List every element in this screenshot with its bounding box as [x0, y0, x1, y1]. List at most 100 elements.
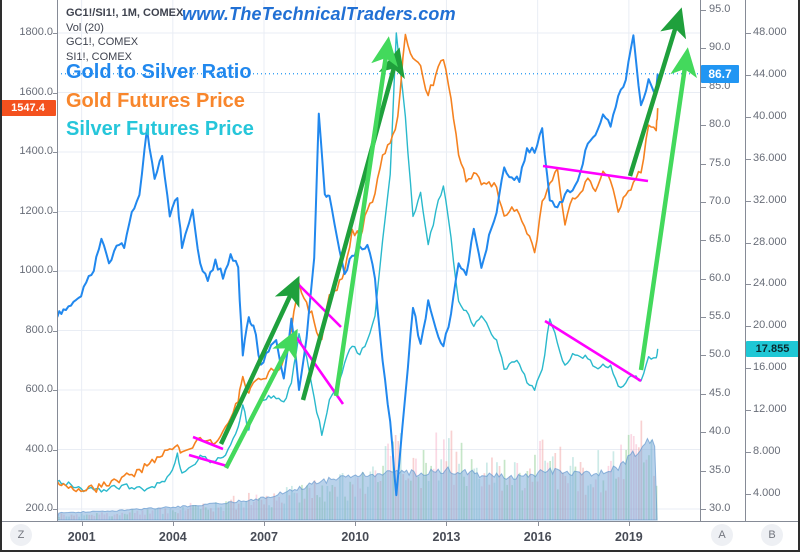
silver-axis-tick — [746, 158, 751, 160]
site-watermark: www.TheTechnicalTraders.com — [182, 4, 456, 24]
gold-axis-tick-label: 200.0 — [25, 502, 53, 514]
silver-axis-tick — [746, 494, 751, 495]
ratio-axis-tick-label: 35.0 — [709, 463, 731, 476]
ratio-axis-tick — [701, 240, 706, 242]
year-tick — [355, 522, 357, 526]
ratio-axis-tick-label: 60.0 — [709, 271, 731, 284]
silver-axis-tick-label: 28.000 — [753, 235, 787, 248]
year-tick — [264, 522, 266, 526]
silver-axis-tick — [746, 284, 751, 286]
ratio-axis-tick — [701, 163, 706, 165]
left-scale-z-button[interactable]: Z — [10, 524, 32, 546]
gold-axis-tick-label: 1000.0 — [19, 264, 53, 276]
silver-last-price-badge: 17.855 — [746, 340, 799, 357]
gold-axis-tick — [53, 330, 57, 332]
gold-axis-tick-label: 1400.0 — [19, 145, 53, 157]
right-scale-a-button[interactable]: A — [711, 524, 733, 546]
year-tick-label: 2019 — [614, 530, 643, 544]
ratio-axis-tick — [701, 470, 706, 472]
ratio-axis-tick-label: 30.0 — [709, 502, 731, 514]
ratio-axis-tick — [701, 355, 706, 357]
gold-axis-tick-label: 600.0 — [25, 383, 53, 395]
ratio-last-price-badge: 86.7 — [701, 64, 739, 83]
silver-axis-tick-label: 16.000 — [753, 361, 787, 374]
silver-axis-tick-label: 32.000 — [753, 193, 787, 206]
gold-axis-tick — [53, 211, 57, 213]
silver-axis-tick — [746, 33, 751, 34]
ratio-axis-tick — [701, 10, 706, 11]
volume-indicator-label[interactable]: Vol (20) — [66, 21, 104, 34]
ratio-axis-tick-label: 90.0 — [709, 41, 731, 54]
time-axis[interactable]: 2001 2004 2007 2010 2013 2016 2019 — [0, 521, 800, 552]
silver-axis-tick — [746, 368, 751, 370]
gold-price-axis[interactable] — [0, 0, 58, 521]
gold-axis-tick-label: 400.0 — [25, 442, 53, 455]
legend-gold-silver-ratio: Gold to Silver Ratio — [66, 61, 252, 83]
gold-axis-tick — [53, 449, 57, 451]
silver-axis-tick — [746, 242, 751, 244]
silver-axis-tick-label: 8.000 — [753, 445, 781, 458]
gold-axis-tick — [53, 509, 57, 510]
gold-last-price-badge: 1547.4 — [0, 100, 56, 117]
gold-axis-tick — [53, 271, 57, 272]
ratio-axis-tick — [701, 86, 706, 88]
ratio-axis-tick — [701, 48, 706, 50]
gold-axis-tick — [53, 152, 57, 153]
symbol-title[interactable]: GC1!/SI1!, 1M, COMEX — [66, 7, 184, 19]
gold-axis-tick-label: 800.0 — [25, 323, 53, 336]
ratio-axis-tick — [701, 317, 706, 319]
ratio-axis-tick-label: 55.0 — [709, 310, 731, 323]
ratio-axis-tick — [701, 278, 706, 280]
gold-axis-tick — [53, 390, 57, 391]
silver-price-axis[interactable] — [745, 0, 800, 521]
ratio-axis-tick-label: 75.0 — [709, 156, 731, 169]
gold-axis-tick — [53, 92, 57, 94]
ratio-axis-tick-label: 65.0 — [709, 233, 731, 246]
legend-gold-futures: Gold Futures Price — [66, 90, 245, 112]
silver-axis-tick — [746, 410, 751, 412]
ratio-axis-tick — [701, 201, 706, 203]
silver-axis-tick-label: 40.000 — [753, 109, 787, 122]
silver-axis-tick-label: 20.000 — [753, 319, 787, 332]
ratio-axis-tick-label: 95.0 — [709, 3, 731, 15]
year-tick-label: 2013 — [432, 530, 461, 544]
ratio-axis-tick — [701, 509, 706, 510]
year-tick-label: 2001 — [67, 530, 96, 544]
silver-axis-tick-label: 36.000 — [753, 151, 787, 164]
ratio-price-axis[interactable] — [700, 0, 746, 521]
ratio-axis-tick-label: 50.0 — [709, 348, 731, 361]
silver-symbol-label[interactable]: SI1!, COMEX — [66, 50, 133, 63]
ratio-axis-tick — [701, 125, 706, 127]
silver-axis-tick-label: 12.000 — [753, 403, 787, 416]
ratio-axis-tick-label: 45.0 — [709, 386, 731, 399]
year-tick-label: 2016 — [523, 530, 552, 544]
silver-axis-tick-label: 4.000 — [753, 487, 781, 499]
ratio-axis-tick — [701, 393, 706, 395]
silver-axis-tick — [746, 74, 751, 76]
year-tick — [172, 522, 174, 526]
legend-silver-futures: Silver Futures Price — [66, 118, 254, 140]
ratio-axis-tick-label: 80.0 — [709, 118, 731, 131]
ratio-axis-tick — [701, 432, 706, 434]
silver-axis-tick — [746, 200, 751, 202]
gold-axis-tick-label: 1200.0 — [19, 204, 53, 217]
silver-axis-tick — [746, 452, 751, 454]
silver-axis-tick-label: 48.000 — [753, 26, 787, 38]
year-tick — [81, 522, 83, 526]
ratio-axis-tick-label: 85.0 — [709, 79, 731, 92]
year-tick — [537, 522, 539, 526]
ratio-axis-tick-label: 70.0 — [709, 194, 731, 207]
gold-axis-tick-label: 1800.0 — [19, 26, 53, 38]
gold-axis-tick — [53, 33, 57, 34]
year-tick-label: 2007 — [250, 530, 278, 544]
silver-axis-tick-label: 44.000 — [753, 67, 787, 80]
silver-axis-tick — [746, 116, 751, 118]
gold-axis-tick-label: 1600.0 — [19, 85, 53, 98]
year-tick-label: 2004 — [158, 530, 187, 544]
gold-symbol-label[interactable]: GC1!, COMEX — [66, 36, 139, 48]
right-scale-b-button[interactable]: B — [761, 524, 783, 546]
silver-axis-tick-label: 24.000 — [753, 277, 787, 290]
ratio-axis-tick-label: 40.0 — [709, 425, 731, 438]
